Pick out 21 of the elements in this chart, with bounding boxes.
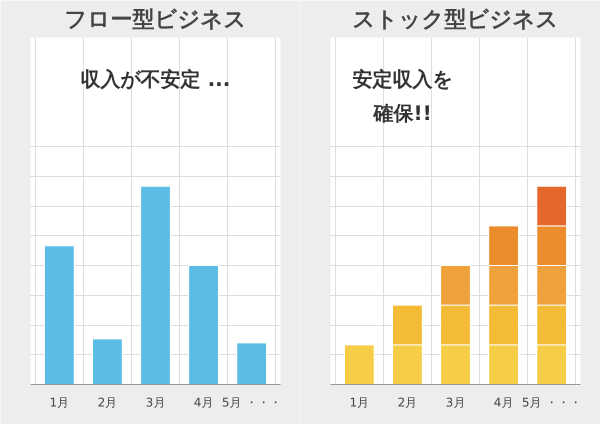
bar [344, 344, 375, 384]
bar [44, 245, 75, 384]
x-tick-label: 2月 [98, 396, 118, 410]
chart-title: ストック型ビジネス [352, 8, 558, 32]
text: 安定収入を [352, 67, 453, 92]
x-tick-label: 3月 [446, 396, 466, 410]
x-tick-label: 5月 ・・・ [522, 396, 582, 410]
chart-title: フロー型ビジネス [64, 8, 246, 32]
x-tick-label: 3月 [146, 396, 166, 410]
bar [92, 338, 123, 384]
x-tick-label: 1月 [50, 396, 70, 410]
bar [188, 265, 219, 384]
text: 収入が不安定 ... [80, 67, 230, 92]
bar [140, 186, 171, 384]
x-tick-label: 4月 [494, 396, 514, 410]
x-tick-label: 1月 [350, 396, 370, 410]
bar [236, 342, 268, 384]
x-tick-label: 4月 [194, 396, 214, 410]
x-tick-label: 5月 ・・・ [222, 396, 282, 410]
x-tick-label: 2月 [398, 396, 418, 410]
text: 確保!! [372, 100, 432, 125]
